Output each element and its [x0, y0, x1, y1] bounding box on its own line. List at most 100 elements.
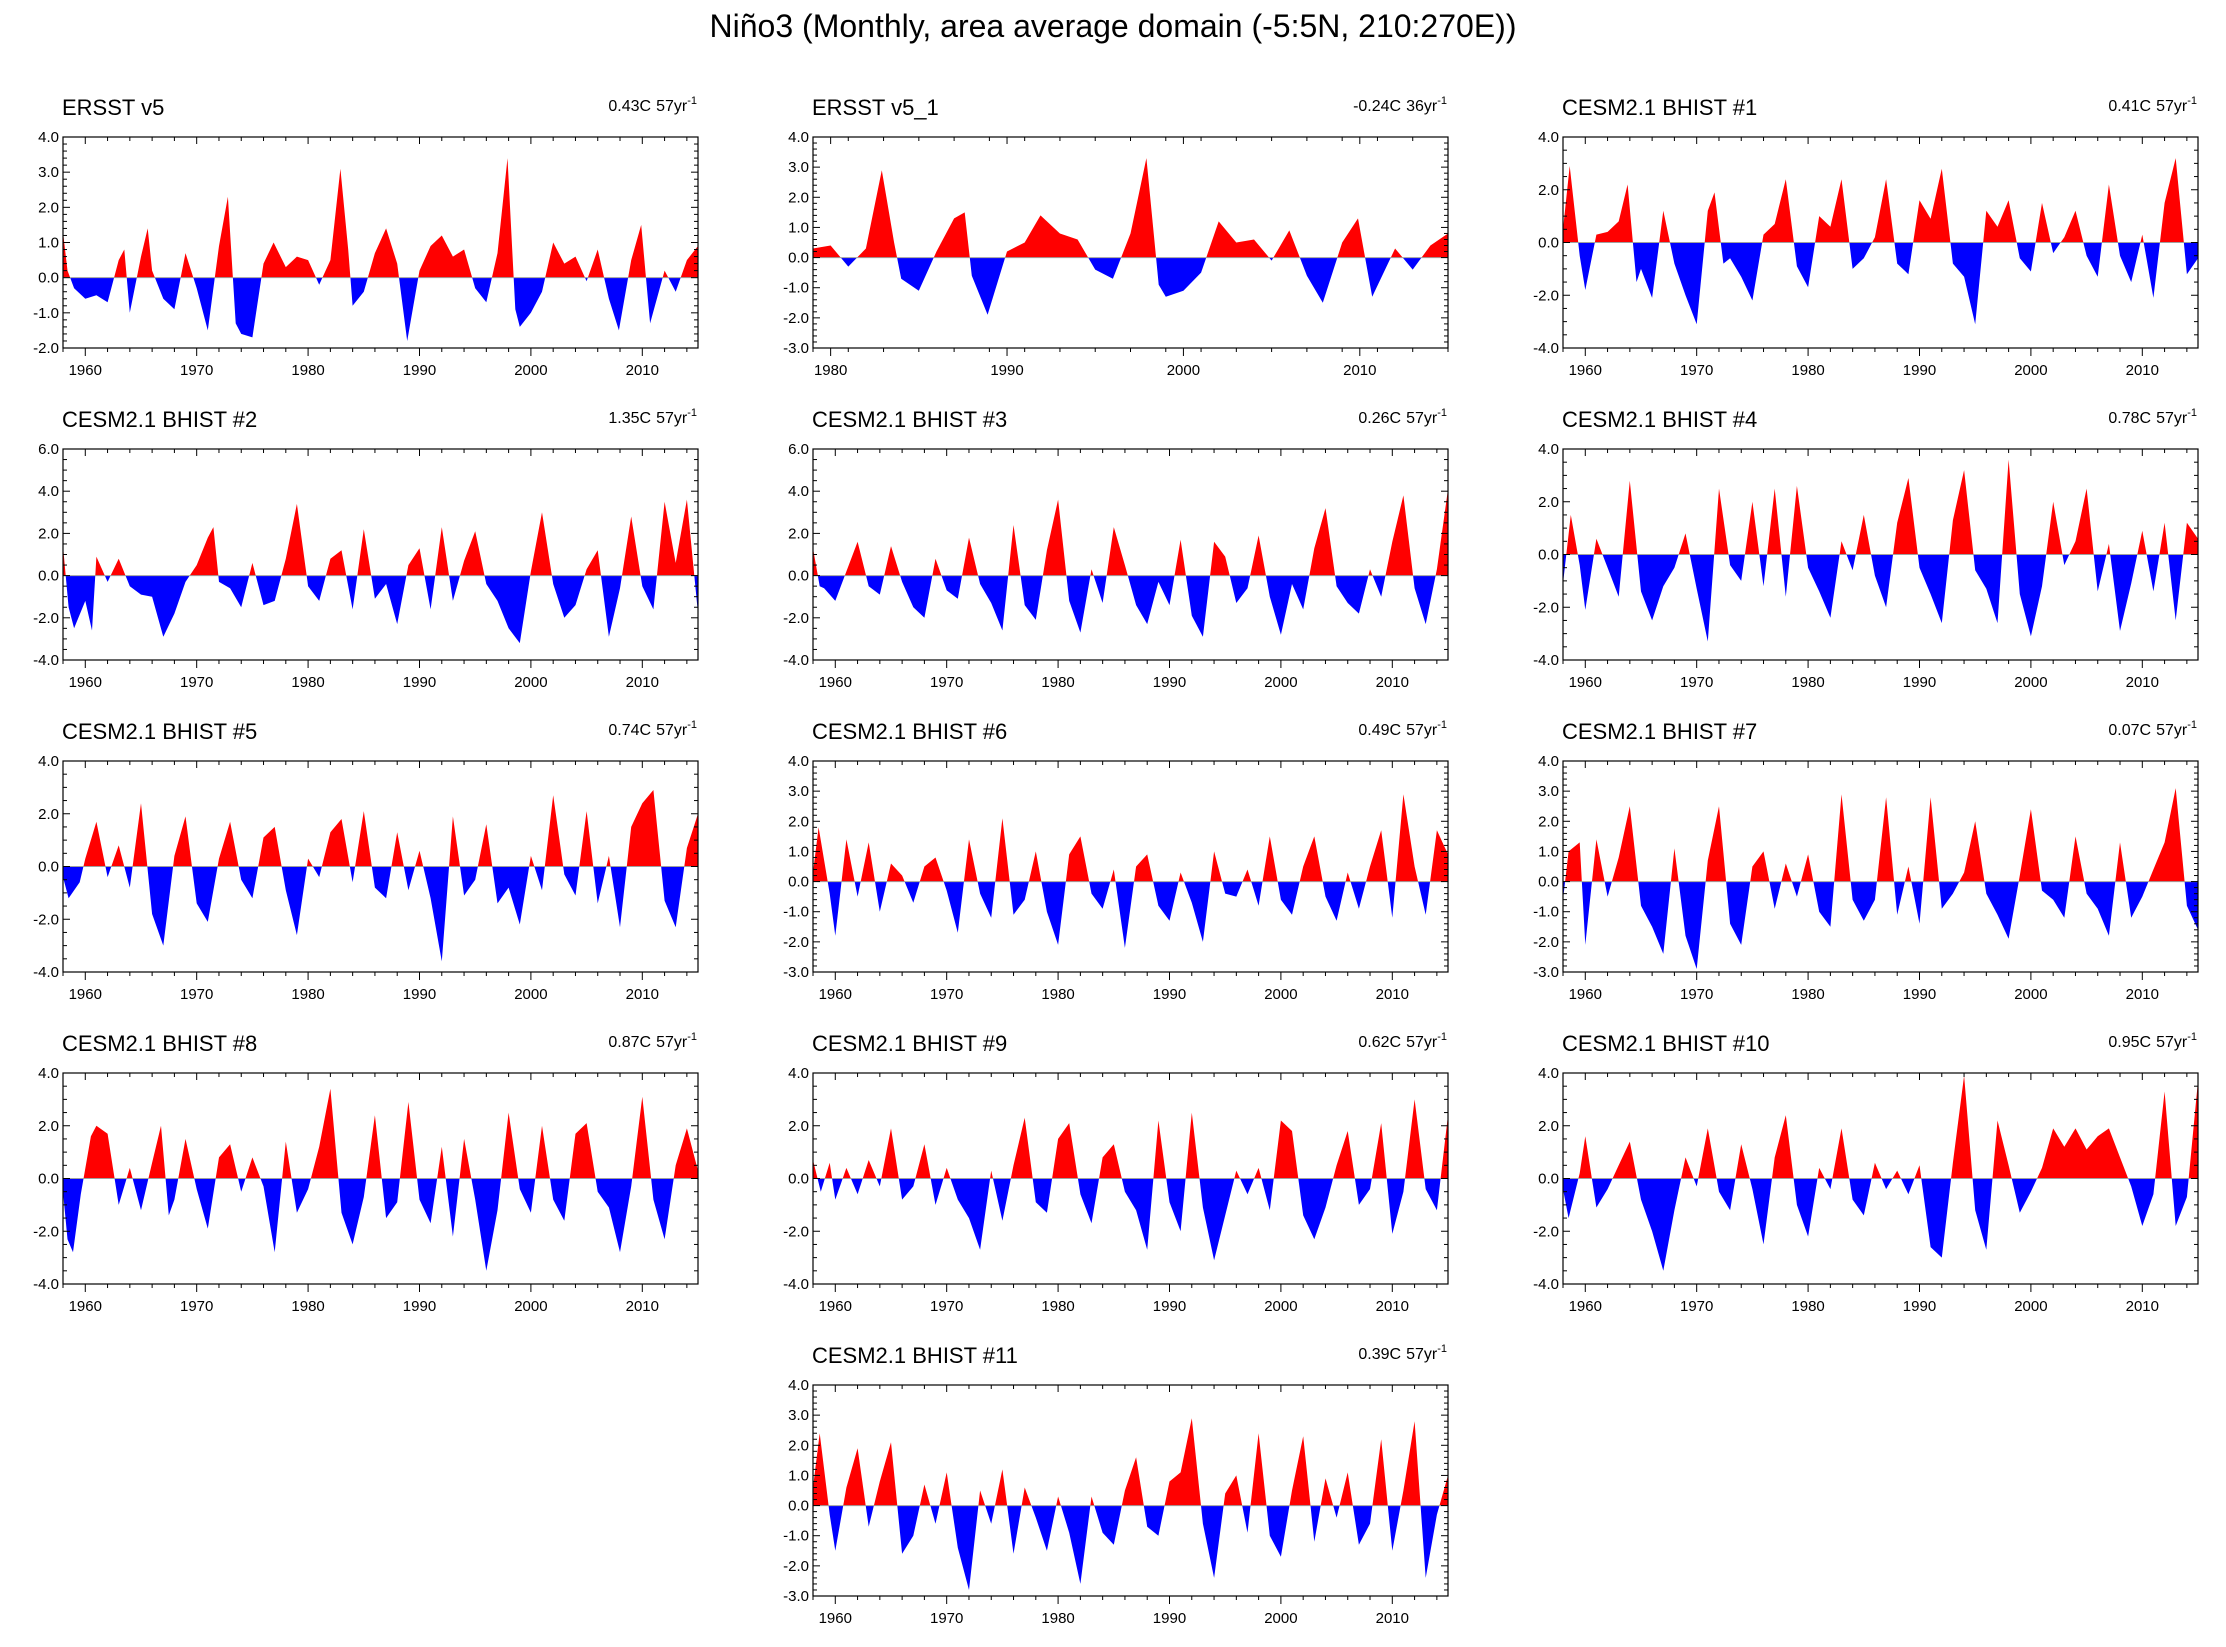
y-tick-label: 3.0 — [1538, 783, 1559, 800]
x-tick-label: 1980 — [1041, 674, 1074, 691]
x-tick-label: 2000 — [2014, 362, 2047, 379]
trend-exponent: -1 — [687, 407, 697, 419]
y-tick-label: 3.0 — [788, 783, 809, 800]
trend-label: 0.87C 57yr-1 — [608, 1031, 697, 1051]
trend-label: 0.62C 57yr-1 — [1358, 1031, 1447, 1051]
x-tick-label: 1980 — [1791, 1298, 1824, 1315]
chart-panel-ersst-v5: ERSST v5 0.43C 57yr-1 4.0 3.0 2.0 1.0 0.0 -1.0 -2… — [33, 88, 755, 379]
negative-anomaly-area — [1563, 881, 2198, 969]
panel-title: CESM2.1 BHIST #9 — [812, 1031, 1007, 1056]
chart-svg: CESM2.1 BHIST #2 1.35C 57yr-1 6.0 4.0 2.0 0.0 -… — [33, 407, 699, 691]
trend-value: 0.95C — [2108, 1034, 2151, 1051]
trend-period: 57yr — [2156, 410, 2188, 427]
x-tick-label: 1990 — [1153, 674, 1186, 691]
positive-anomaly-area — [63, 790, 698, 867]
x-tick-label: 1980 — [1791, 362, 1824, 379]
trend-period: 57yr — [1406, 1034, 1438, 1051]
y-tick-label: 0.0 — [38, 270, 59, 287]
x-tick-label: 1960 — [69, 362, 102, 379]
y-tick-label: 4.0 — [788, 1377, 809, 1394]
x-tick-label: 2000 — [514, 986, 547, 1003]
y-tick-label: -2.0 — [783, 1558, 809, 1575]
trend-value: 0.49C — [1358, 722, 1401, 739]
trend-period: 57yr — [656, 98, 688, 115]
panel-title: ERSST v5 — [62, 95, 164, 120]
chart-panel-bhist-5: CESM2.1 BHIST #5 0.74C 57yr-1 4.0 2.0 0.0 -2.0… — [33, 712, 755, 1003]
x-tick-label: 1980 — [814, 362, 847, 379]
plot-frame — [1562, 760, 2199, 973]
panel-title: CESM2.1 BHIST #4 — [1562, 407, 1757, 432]
y-tick-label: 2.0 — [38, 525, 59, 542]
x-tick-label: 1970 — [1680, 986, 1713, 1003]
y-tick-label: -3.0 — [1533, 964, 1559, 981]
panel-title: CESM2.1 BHIST #11 — [812, 1343, 1018, 1368]
y-tick-label: 0.0 — [788, 1498, 809, 1515]
y-tick-label: -2.0 — [783, 610, 809, 627]
x-tick-label: 2010 — [2126, 362, 2159, 379]
y-tick-label: -4.0 — [783, 1276, 809, 1293]
y-tick-label: -3.0 — [783, 964, 809, 981]
x-tick-label: 1980 — [291, 674, 324, 691]
x-tick-label: 2010 — [2126, 1298, 2159, 1315]
y-tick-label: 0.0 — [38, 1171, 59, 1188]
x-tick-label: 1980 — [291, 362, 324, 379]
y-tick-label: -4.0 — [1533, 652, 1559, 669]
x-tick-label: 1980 — [1041, 1298, 1074, 1315]
chart-svg: CESM2.1 BHIST #8 0.87C 57yr-1 4.0 2.0 0.0 -2.0… — [33, 1031, 699, 1315]
x-tick-label: 1990 — [1903, 1298, 1936, 1315]
trend-period: 57yr — [2156, 98, 2188, 115]
y-tick-label: -1.0 — [783, 280, 809, 297]
y-tick-label: 3.0 — [788, 1407, 809, 1424]
trend-label: 0.78C 57yr-1 — [2108, 407, 2197, 427]
y-tick-label: 2.0 — [788, 1437, 809, 1454]
x-tick-label: 2010 — [1343, 362, 1376, 379]
x-tick-label: 1990 — [1903, 362, 1936, 379]
negative-anomaly-area — [63, 277, 698, 341]
trend-value: 0.41C — [2108, 98, 2151, 115]
positive-anomaly-area — [63, 1088, 698, 1179]
negative-anomaly-area — [65, 575, 698, 644]
x-tick-label: 1990 — [403, 362, 436, 379]
x-tick-label: 2000 — [514, 1298, 547, 1315]
trend-label: 0.07C 57yr-1 — [2108, 719, 2197, 739]
trend-value: 0.62C — [1358, 1034, 1401, 1051]
y-tick-label: -4.0 — [1533, 1276, 1559, 1293]
x-tick-label: 2010 — [1376, 986, 1409, 1003]
y-tick-label: -2.0 — [783, 934, 809, 951]
chart-svg: CESM2.1 BHIST #6 0.49C 57yr-1 4.0 3.0 2.0 1.0 0… — [783, 719, 1449, 1003]
x-tick-label: 1970 — [180, 362, 213, 379]
y-tick-label: 4.0 — [38, 129, 59, 146]
chart-panel-bhist-8: CESM2.1 BHIST #8 0.87C 57yr-1 4.0 2.0 0.0 -2.0… — [33, 1024, 755, 1315]
trend-label: 0.39C 57yr-1 — [1358, 1343, 1447, 1363]
x-tick-label: 1990 — [990, 362, 1023, 379]
chart-panel-bhist-3: CESM2.1 BHIST #3 0.26C 57yr-1 6.0 4.0 2.0 0.0 -… — [783, 400, 1505, 691]
y-tick-label: 1.0 — [38, 235, 59, 252]
chart-panel-bhist-1: CESM2.1 BHIST #1 0.41C 57yr-1 4.0 2.0 0.0 -2.0… — [1533, 88, 2226, 379]
y-tick-label: 0.0 — [788, 568, 809, 585]
trend-exponent: -1 — [1437, 1343, 1447, 1355]
chart-svg: CESM2.1 BHIST #1 0.41C 57yr-1 4.0 2.0 0.0 -2.0… — [1533, 95, 2199, 379]
chart-svg: CESM2.1 BHIST #7 0.07C 57yr-1 4.0 3.0 2.0 1.0 0… — [1533, 719, 2199, 1003]
y-tick-label: -4.0 — [33, 1276, 59, 1293]
y-tick-label: 2.0 — [38, 199, 59, 216]
y-tick-label: -2.0 — [33, 340, 59, 357]
trend-value: 0.87C — [608, 1034, 651, 1051]
negative-anomaly-area — [813, 881, 1448, 948]
positive-anomaly-area — [813, 489, 1448, 576]
trend-label: 0.43C 57yr-1 — [608, 95, 697, 115]
figure-title: Niño3 (Monthly, area average domain (-5:… — [709, 8, 1517, 44]
x-tick-label: 2010 — [2126, 674, 2159, 691]
y-tick-label: -3.0 — [783, 1588, 809, 1605]
positive-anomaly-area — [1563, 1075, 2198, 1179]
panel-title: CESM2.1 BHIST #7 — [1562, 719, 1757, 744]
x-tick-label: 1960 — [69, 986, 102, 1003]
y-tick-label: 4.0 — [788, 753, 809, 770]
x-tick-label: 1960 — [819, 1610, 852, 1627]
y-tick-label: 2.0 — [788, 189, 809, 206]
panel-title: CESM2.1 BHIST #6 — [812, 719, 1007, 744]
x-tick-label: 2000 — [2014, 986, 2047, 1003]
x-tick-label: 1970 — [930, 1298, 963, 1315]
y-tick-label: 2.0 — [1538, 182, 1559, 199]
y-tick-label: 2.0 — [788, 525, 809, 542]
panel-title: CESM2.1 BHIST #5 — [62, 719, 257, 744]
